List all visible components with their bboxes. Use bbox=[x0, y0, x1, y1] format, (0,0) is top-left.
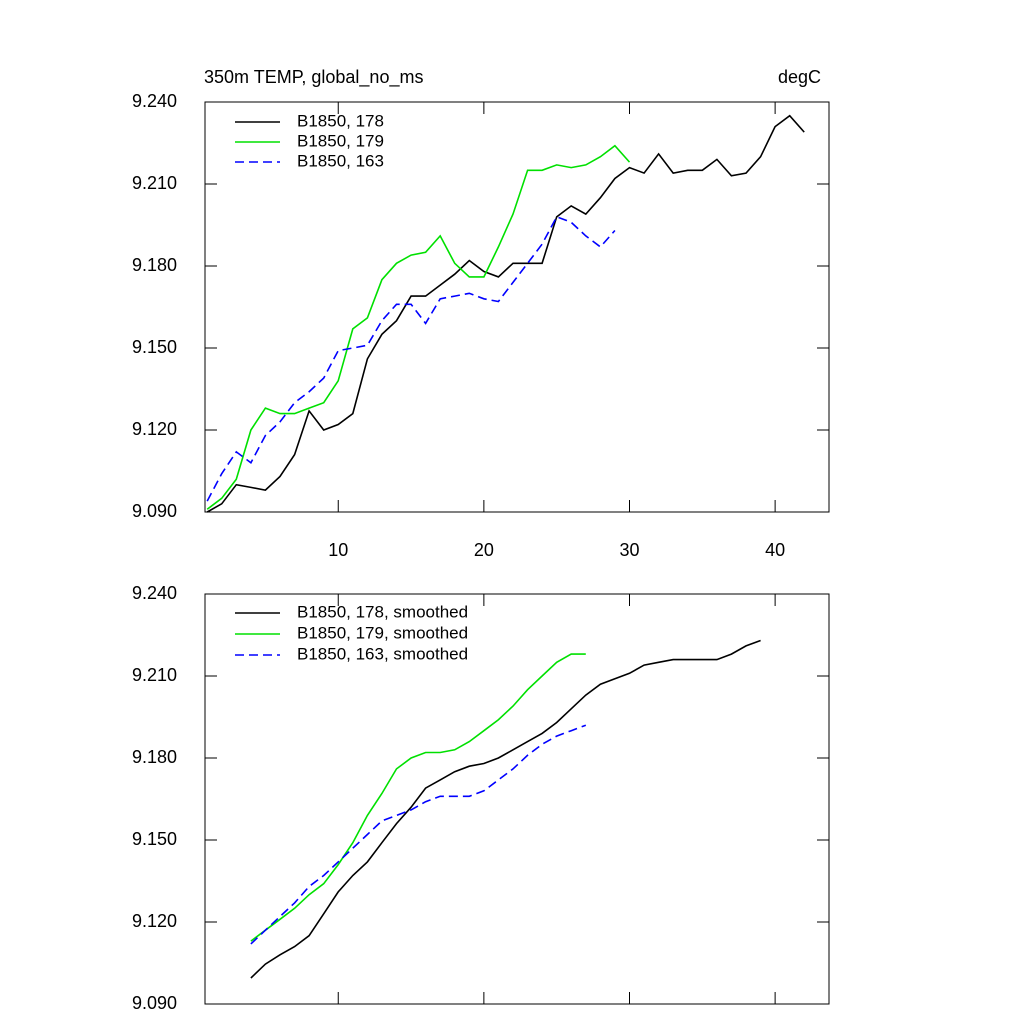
y-tick-label: 9.210 bbox=[132, 173, 177, 193]
plot-frame bbox=[204, 101, 830, 513]
y-tick-label: 9.150 bbox=[132, 337, 177, 357]
series-line bbox=[206, 215, 616, 502]
legend-label: B1850, 179, smoothed bbox=[297, 623, 468, 642]
legend-label: B1850, 179 bbox=[297, 131, 384, 150]
units-label: degC bbox=[778, 67, 821, 87]
y-tick-label: 9.090 bbox=[132, 993, 177, 1013]
legend-label: B1850, 178, smoothed bbox=[297, 602, 468, 621]
series-line bbox=[250, 653, 586, 942]
legend-label: B1850, 163, smoothed bbox=[297, 644, 468, 663]
series-line bbox=[206, 144, 631, 510]
y-tick-label: 9.120 bbox=[132, 911, 177, 931]
y-tick-label: 9.150 bbox=[132, 829, 177, 849]
chart-title: 350m TEMP, global_no_ms bbox=[204, 67, 423, 88]
y-tick-label: 9.180 bbox=[132, 255, 177, 275]
legend-label: B1850, 178 bbox=[297, 111, 384, 130]
x-tick-label: 20 bbox=[474, 540, 494, 560]
series-line bbox=[250, 639, 761, 979]
x-tick-label: 40 bbox=[765, 540, 785, 560]
x-tick-label: 10 bbox=[328, 540, 348, 560]
x-tick-label: 30 bbox=[619, 540, 639, 560]
y-tick-label: 9.180 bbox=[132, 747, 177, 767]
y-tick-label: 9.120 bbox=[132, 419, 177, 439]
y-tick-label: 9.240 bbox=[132, 91, 177, 111]
y-tick-label: 9.090 bbox=[132, 501, 177, 521]
legend-label: B1850, 163 bbox=[297, 151, 384, 170]
y-tick-label: 9.240 bbox=[132, 583, 177, 603]
series-line bbox=[250, 724, 587, 945]
plot-frame bbox=[204, 593, 830, 1005]
series-line bbox=[206, 114, 805, 513]
y-tick-label: 9.210 bbox=[132, 665, 177, 685]
